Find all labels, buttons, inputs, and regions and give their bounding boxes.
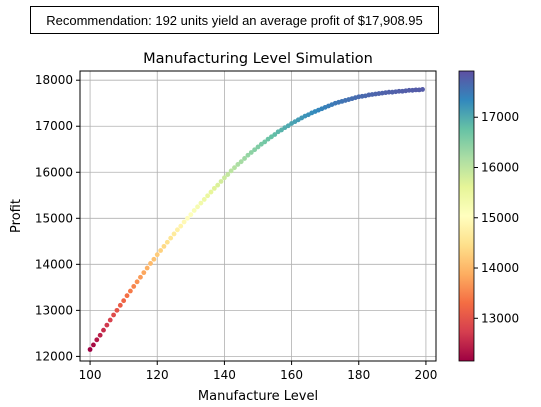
- data-point: [91, 342, 96, 348]
- y-axis-label: Profit: [9, 199, 24, 233]
- data-point: [198, 200, 204, 206]
- colorbar-tick-label: 16000: [481, 160, 519, 174]
- data-point: [151, 256, 157, 262]
- data-point: [228, 168, 234, 174]
- x-tick-label: 100: [79, 368, 102, 382]
- data-point: [107, 317, 113, 323]
- data-point: [191, 208, 197, 213]
- colorbar-ticks: 13000 14000 15000 16000 17000: [474, 110, 519, 325]
- colorbar-tick-label: 17000: [481, 110, 519, 124]
- y-tick-label: 15000: [35, 211, 73, 225]
- data-point: [114, 307, 120, 313]
- y-axis: 12000 13000 14000 15000 16000 17000 18000: [35, 73, 80, 363]
- y-tick-label: 13000: [35, 303, 73, 317]
- data-point: [255, 144, 261, 150]
- data-point: [211, 185, 217, 191]
- y-tick-label: 12000: [35, 349, 73, 363]
- recommendation-box: Recommendation: 192 units yield an avera…: [30, 6, 439, 34]
- data-point: [161, 243, 167, 249]
- data-point: [181, 219, 187, 225]
- data-point: [245, 152, 251, 158]
- x-tick-label: 140: [213, 368, 236, 382]
- data-point: [269, 134, 274, 140]
- data-point: [178, 223, 184, 229]
- x-tick-label: 160: [280, 368, 303, 382]
- colorbar-tick-label: 15000: [481, 211, 519, 225]
- data-point: [406, 87, 412, 93]
- data-point: [205, 193, 211, 199]
- recommendation-text: Recommendation: 192 units yield an avera…: [46, 12, 423, 28]
- data-point: [248, 150, 254, 155]
- data-point: [222, 175, 227, 181]
- gridlines: [80, 71, 436, 361]
- data-point: [174, 227, 180, 233]
- data-point: [201, 197, 207, 202]
- data-point: [127, 288, 133, 294]
- data-point: [185, 215, 190, 221]
- data-point: [138, 274, 143, 280]
- data-point: [148, 261, 153, 266]
- data-point: [134, 279, 140, 285]
- data-point: [87, 347, 93, 352]
- data-point: [285, 123, 291, 129]
- data-point: [218, 179, 224, 184]
- chart-title: Manufacturing Level Simulation: [143, 51, 373, 67]
- data-point: [131, 284, 137, 289]
- data-point: [141, 270, 147, 276]
- data-point: [258, 141, 264, 147]
- x-tick-label: 120: [146, 368, 169, 382]
- data-point: [225, 172, 231, 177]
- data-point: [144, 265, 150, 271]
- x-axis: 100 120 140 160 180 200: [79, 361, 437, 382]
- data-point: [232, 165, 237, 171]
- data-point: [413, 87, 419, 93]
- colorbar-tick-label: 14000: [481, 261, 519, 275]
- colorbar: [458, 70, 475, 362]
- data-point: [279, 127, 284, 133]
- data-point: [420, 87, 425, 92]
- y-tick-label: 14000: [35, 257, 73, 271]
- data-point: [94, 337, 100, 343]
- scatter-points: [87, 87, 425, 352]
- data-point: [262, 139, 268, 145]
- data-point: [171, 231, 177, 237]
- data-point: [208, 189, 214, 195]
- data-point: [396, 88, 402, 94]
- colorbar-tick-label: 13000: [481, 311, 519, 325]
- data-point: [168, 235, 174, 241]
- y-tick-label: 17000: [35, 119, 73, 133]
- data-point: [117, 302, 123, 308]
- data-point: [121, 298, 127, 304]
- data-point: [154, 252, 160, 258]
- data-point: [252, 147, 258, 153]
- plot-frame: [79, 70, 437, 362]
- data-point: [188, 212, 194, 218]
- data-point: [386, 89, 392, 95]
- y-tick-label: 18000: [35, 73, 73, 87]
- data-point: [97, 332, 103, 338]
- data-point: [101, 327, 106, 333]
- x-axis-label: Manufacture Level: [198, 389, 318, 404]
- data-point: [124, 293, 130, 299]
- data-point: [238, 159, 244, 165]
- data-point: [111, 312, 116, 318]
- data-point: [242, 156, 247, 161]
- data-point: [104, 322, 110, 328]
- x-tick-label: 180: [347, 368, 370, 382]
- x-tick-label: 200: [414, 368, 437, 382]
- data-point: [272, 132, 278, 137]
- data-point: [215, 182, 221, 188]
- data-point: [164, 239, 170, 245]
- data-point: [195, 204, 200, 210]
- data-point: [235, 162, 241, 167]
- data-point: [265, 136, 271, 142]
- data-point: [158, 248, 164, 253]
- y-tick-label: 16000: [35, 165, 73, 179]
